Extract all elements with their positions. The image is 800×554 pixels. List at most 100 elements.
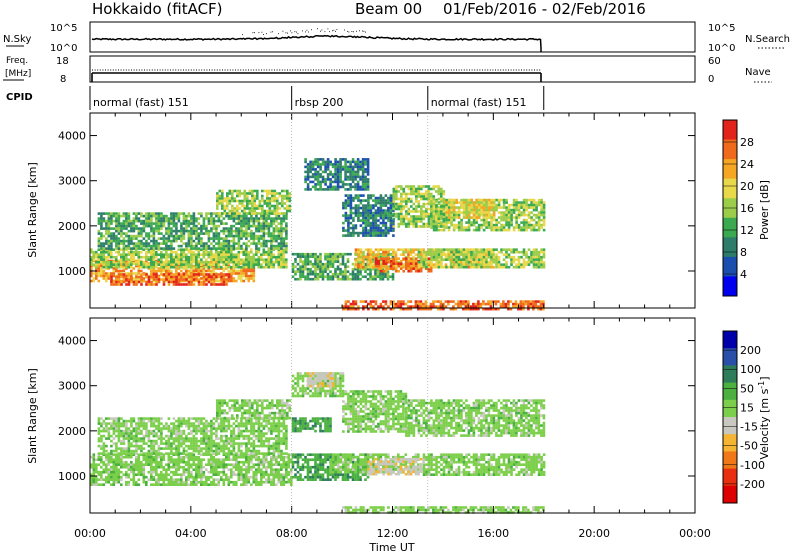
power-cell — [160, 219, 163, 223]
power-cell — [263, 199, 267, 203]
power-cell — [510, 258, 513, 261]
power-cell — [200, 212, 203, 215]
power-cell — [277, 234, 281, 238]
power-cell — [410, 200, 413, 203]
power-cell — [230, 258, 233, 261]
power-cell — [268, 209, 272, 213]
cpid-segment-label: rbsp 200 — [295, 96, 344, 109]
power-cell — [212, 212, 216, 215]
power-cell — [437, 202, 441, 206]
power-cell — [105, 277, 108, 280]
power-cell — [407, 262, 410, 265]
power-cell — [319, 260, 322, 263]
power-cell — [470, 265, 473, 269]
power-cell — [95, 253, 98, 256]
y-tick-label: 3000 — [58, 175, 86, 188]
power-cell — [485, 198, 488, 202]
y-tick-label: 4000 — [58, 130, 86, 143]
power-cell — [525, 218, 528, 222]
power-cell — [226, 199, 229, 203]
power-cell — [170, 212, 173, 215]
power-cell — [97, 253, 101, 256]
power-cell — [402, 207, 406, 211]
power-cell — [522, 250, 526, 254]
power-cell — [377, 258, 380, 261]
power-cell — [314, 168, 317, 171]
power-cell — [197, 212, 201, 215]
power-cell — [240, 214, 243, 218]
power-cell — [222, 280, 226, 284]
power-cell — [477, 198, 481, 202]
power-cell — [105, 274, 108, 278]
power-cell — [410, 185, 413, 188]
power-cell — [374, 257, 378, 260]
power-cell — [242, 232, 246, 235]
power-cell — [374, 201, 378, 205]
power-cell — [245, 272, 248, 275]
power-cell — [334, 178, 337, 181]
power-cell — [349, 199, 353, 202]
power-cell — [205, 283, 208, 286]
power-cell — [359, 214, 363, 217]
power-cell — [271, 209, 274, 213]
power-cell — [324, 160, 327, 164]
power-cell — [432, 250, 436, 254]
power-cell — [304, 165, 307, 169]
power-cell — [349, 214, 353, 217]
power-cell — [273, 194, 277, 198]
power-cell — [535, 223, 538, 227]
power-cell — [226, 204, 229, 208]
power-cell — [467, 211, 471, 214]
power-cell — [185, 227, 188, 230]
power-cell — [415, 190, 418, 193]
power-cell — [462, 226, 466, 229]
power-cell — [427, 248, 431, 251]
power-cell — [424, 267, 428, 270]
power-cell — [268, 192, 272, 195]
power-cell — [339, 168, 342, 171]
power-cell — [192, 267, 196, 270]
power-cell — [260, 253, 263, 256]
power-cell — [155, 247, 158, 250]
power-cell — [187, 250, 191, 254]
power-cell — [275, 217, 278, 220]
power-cell — [210, 272, 213, 275]
power-cell — [540, 263, 543, 266]
power-cell — [212, 237, 216, 240]
power-cell — [324, 252, 327, 256]
power-cell — [210, 222, 213, 225]
power-cell — [304, 180, 307, 184]
power-cell — [442, 212, 446, 216]
power-cell — [530, 201, 533, 204]
power-cell — [540, 201, 543, 204]
power-cell — [212, 234, 216, 238]
power-cell — [125, 283, 128, 286]
power-cell — [125, 219, 128, 223]
power-cell — [344, 265, 347, 268]
power-cell — [420, 220, 423, 223]
power-cell — [145, 265, 148, 269]
power-cell — [540, 223, 543, 227]
power-cell — [435, 217, 438, 221]
power-cell — [487, 263, 491, 266]
power-cell — [357, 204, 360, 207]
power-cell — [495, 223, 498, 227]
power-cell — [205, 260, 208, 264]
power-cell — [242, 217, 246, 220]
power-cell — [381, 275, 385, 278]
power-cell — [157, 212, 161, 215]
power-cell — [223, 207, 227, 210]
power-cell — [110, 273, 113, 276]
power-cell — [135, 219, 138, 223]
power-cell — [462, 258, 466, 261]
power-cell — [200, 227, 203, 230]
power-cell — [482, 206, 486, 209]
power-cell — [152, 244, 156, 248]
power-cell — [267, 232, 271, 235]
power-cell — [530, 203, 533, 207]
power-cell — [227, 232, 231, 235]
power-cell — [242, 224, 246, 228]
power-cell — [500, 263, 503, 266]
power-cell — [220, 280, 223, 284]
power-cell — [207, 247, 211, 250]
